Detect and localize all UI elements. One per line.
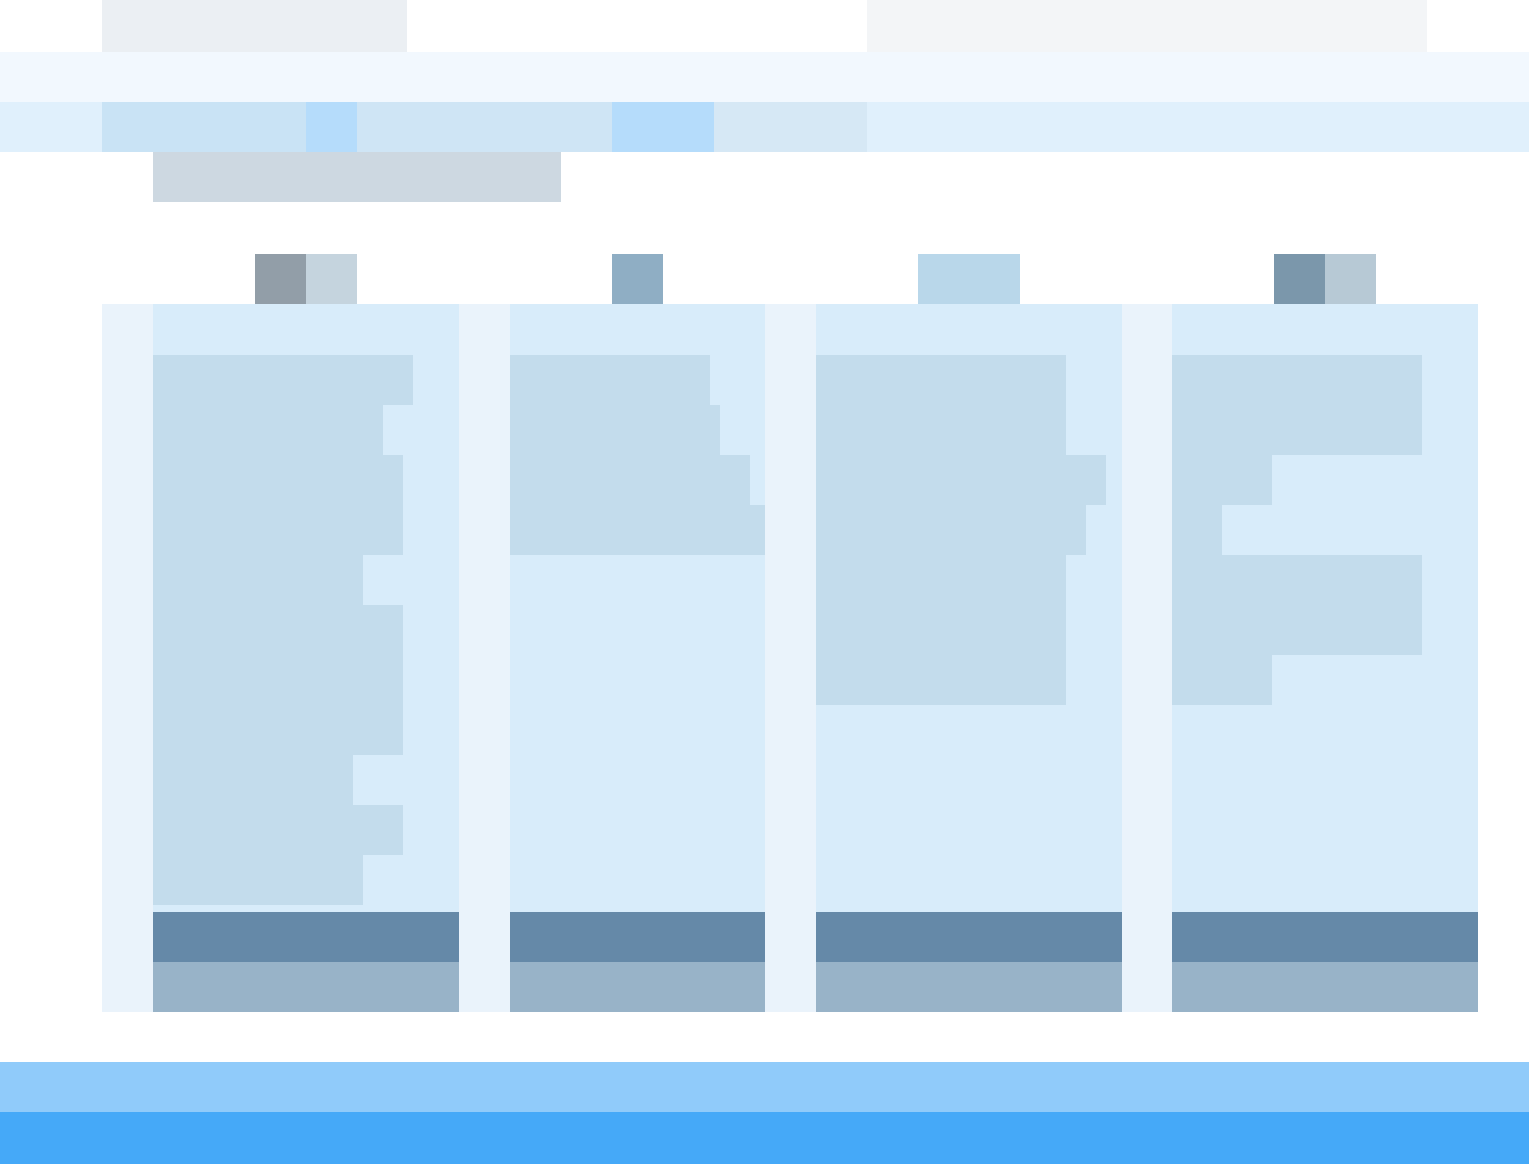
card-1-line bbox=[153, 705, 403, 755]
card-1-line bbox=[153, 505, 403, 555]
card-4-primary-footer[interactable] bbox=[1172, 912, 1478, 962]
tab-1[interactable] bbox=[102, 102, 306, 152]
card-1-secondary-footer[interactable] bbox=[153, 962, 459, 1012]
card-3-line bbox=[816, 455, 1106, 505]
card-2-line bbox=[510, 455, 750, 505]
card-1-primary-footer[interactable] bbox=[153, 912, 459, 962]
card-2-primary-footer[interactable] bbox=[510, 912, 765, 962]
tab-2[interactable] bbox=[306, 102, 357, 152]
card-1-line bbox=[153, 555, 363, 605]
card-3-line bbox=[816, 655, 1066, 705]
card-1-line bbox=[153, 405, 383, 455]
card-3-line bbox=[816, 355, 1066, 405]
document-icon bbox=[255, 254, 306, 304]
settings-icon bbox=[1274, 254, 1325, 304]
card-2[interactable] bbox=[510, 304, 765, 1012]
document-icon-shadow bbox=[306, 254, 357, 304]
card-grid bbox=[102, 304, 1478, 1012]
card-1-line bbox=[153, 355, 413, 405]
top-strip-right-content bbox=[867, 0, 1427, 52]
chart-icon bbox=[918, 254, 1020, 304]
card-1-line bbox=[153, 805, 403, 855]
card-2-line bbox=[510, 505, 765, 555]
card-4-line bbox=[1172, 505, 1222, 555]
card-1[interactable] bbox=[153, 304, 459, 1012]
bottom-bar bbox=[0, 1112, 1529, 1164]
card-3-line bbox=[816, 605, 1066, 655]
tab-3[interactable] bbox=[357, 102, 612, 152]
card-1-line bbox=[153, 655, 403, 705]
card-3[interactable] bbox=[816, 304, 1122, 1012]
folder-icon bbox=[612, 254, 663, 304]
card-1-line bbox=[153, 755, 353, 805]
page-title-text bbox=[153, 152, 561, 202]
card-2-secondary-footer[interactable] bbox=[510, 962, 765, 1012]
card-icon-row bbox=[102, 202, 1478, 304]
card-4-line bbox=[1172, 605, 1422, 655]
card-2-line bbox=[510, 355, 710, 405]
tab-5[interactable] bbox=[714, 102, 867, 152]
tab-4[interactable] bbox=[612, 102, 714, 152]
card-4-line bbox=[1172, 555, 1422, 605]
card-2-line bbox=[510, 405, 720, 455]
navigation-bar bbox=[0, 52, 1529, 102]
card-4-line bbox=[1172, 405, 1422, 455]
card-4-line bbox=[1172, 655, 1272, 705]
page-title bbox=[102, 152, 561, 202]
card-4-secondary-footer[interactable] bbox=[1172, 962, 1478, 1012]
card-4[interactable] bbox=[1172, 304, 1478, 1012]
top-strip bbox=[0, 0, 1529, 52]
card-1-line bbox=[153, 605, 403, 655]
tab-strip bbox=[0, 102, 1529, 152]
top-strip-left-content bbox=[102, 0, 407, 52]
card-3-line bbox=[816, 555, 1066, 605]
footer-band bbox=[0, 1062, 1529, 1112]
card-1-line bbox=[153, 855, 363, 905]
card-3-line bbox=[816, 505, 1086, 555]
card-1-line bbox=[153, 455, 403, 505]
settings-icon-shadow bbox=[1325, 254, 1376, 304]
card-3-line bbox=[816, 405, 1066, 455]
card-3-secondary-footer[interactable] bbox=[816, 962, 1122, 1012]
card-4-line bbox=[1172, 455, 1272, 505]
card-3-primary-footer[interactable] bbox=[816, 912, 1122, 962]
card-4-line bbox=[1172, 355, 1422, 405]
